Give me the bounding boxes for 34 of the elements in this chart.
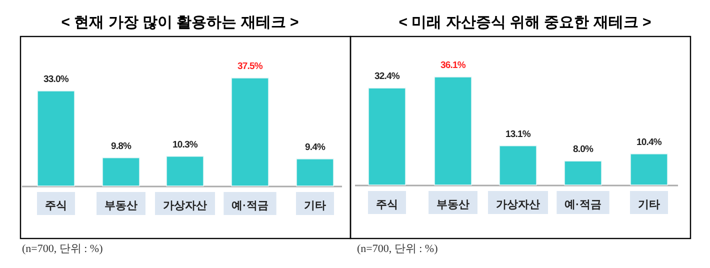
data-label: 9.8%	[110, 140, 132, 152]
data-label: 10.3%	[172, 139, 198, 150]
x-tick-label: 주식	[376, 199, 398, 211]
x-tick-label: 예·적금	[564, 199, 602, 211]
text: (n=700, 단위 : %)	[357, 243, 438, 255]
x-tick-label: 기타	[304, 200, 326, 212]
data-label: 8.0%	[572, 144, 594, 156]
bar	[166, 156, 204, 186]
x-tick-label: 가상자산	[163, 200, 207, 212]
text: (n=700, 단위 : %)	[22, 243, 104, 255]
bar	[231, 78, 269, 186]
data-label: 33.0%	[44, 74, 70, 85]
x-tick-label: 기타	[638, 199, 660, 211]
data-label: 36.1%	[440, 60, 466, 71]
bar	[499, 145, 537, 186]
chart-title: < 현재 가장 많이 활용하는 재테크 >	[61, 14, 299, 31]
bar	[296, 158, 334, 186]
bar	[368, 88, 406, 186]
data-label: 9.4%	[304, 142, 326, 153]
chart-title: < 미래 자산증식 위해 중요한 재테크 >	[398, 14, 652, 31]
data-label: 37.5%	[238, 61, 264, 72]
x-tick-label: 부동산	[436, 199, 470, 211]
data-label: 13.1%	[506, 128, 532, 140]
bar	[37, 90, 75, 186]
x-tick-label: 가상자산	[496, 199, 540, 211]
bar	[564, 160, 602, 186]
data-label: 32.4%	[374, 71, 400, 82]
bar	[434, 76, 472, 186]
x-tick-label: 부동산	[104, 200, 138, 212]
data-label: 10.4%	[636, 136, 662, 148]
bar	[630, 153, 668, 186]
x-tick-label: 예·적금	[232, 200, 268, 212]
bar	[102, 157, 140, 186]
x-tick-label: 주식	[45, 200, 67, 212]
